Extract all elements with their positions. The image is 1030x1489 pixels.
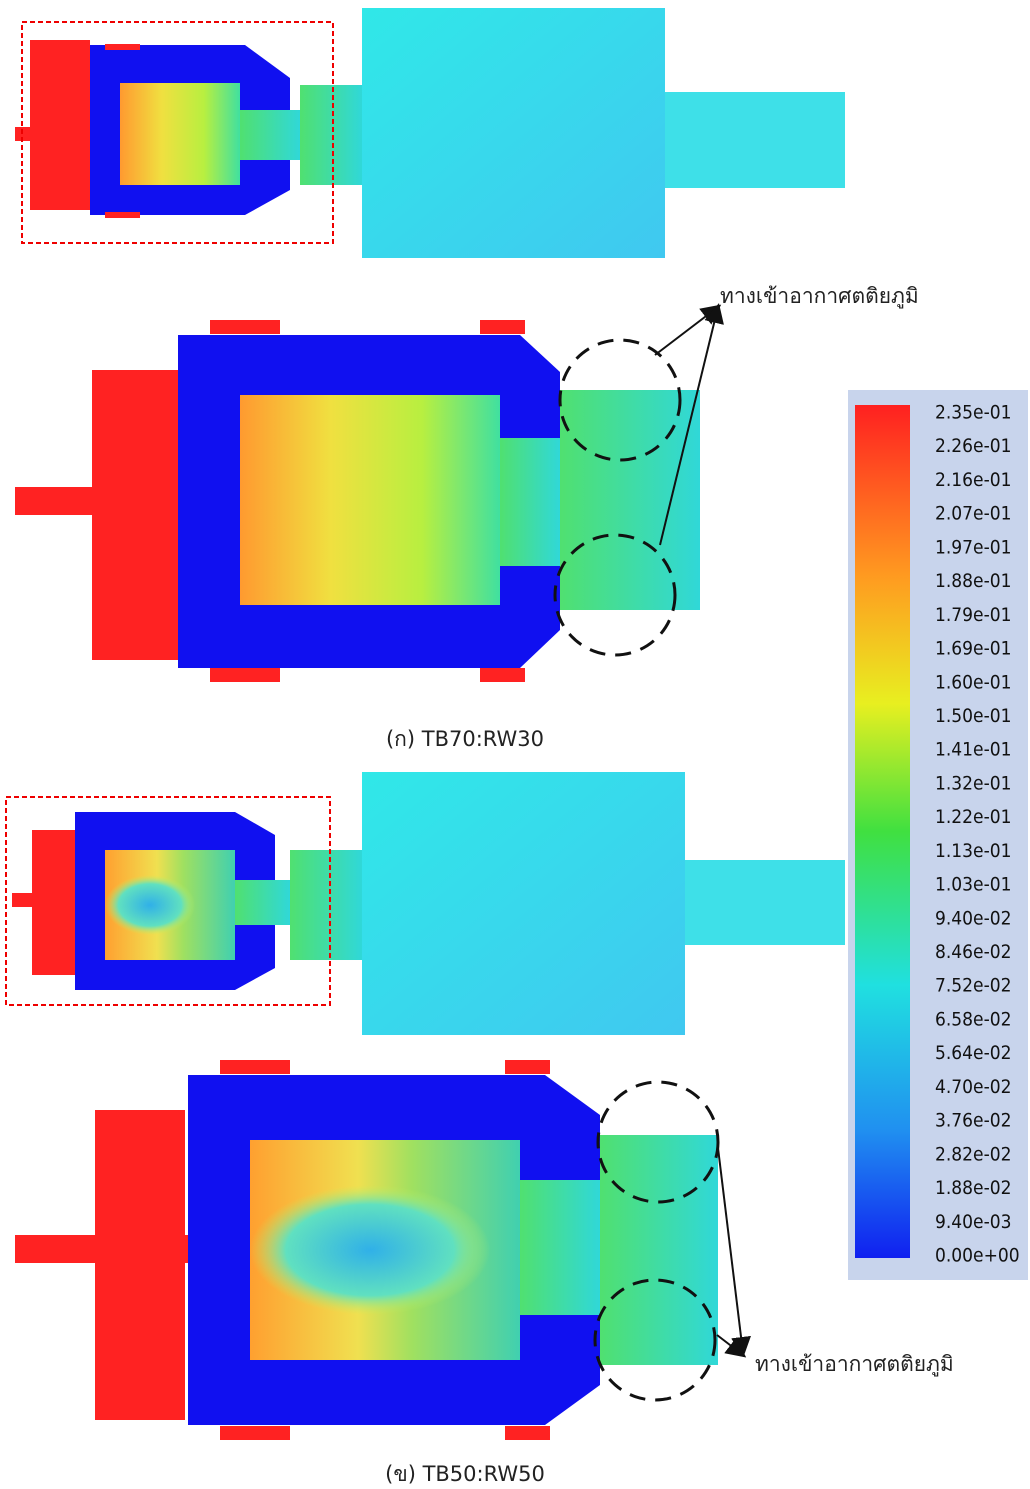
caption: (ก) TB70:RW30 xyxy=(386,727,544,751)
colorbar-label: 2.16e-01 xyxy=(935,469,1011,491)
flange xyxy=(505,1060,550,1074)
colorbar-label: 1.13e-01 xyxy=(935,840,1011,862)
arrow xyxy=(717,1147,751,1357)
colorbar-label: 1.03e-01 xyxy=(935,874,1011,896)
domain-tail xyxy=(665,92,845,188)
colorbar-label: 8.46e-02 xyxy=(935,941,1011,963)
colorbar-label: 1.88e-01 xyxy=(935,570,1011,592)
nozzle xyxy=(15,1235,195,1263)
inlet-block xyxy=(95,1110,185,1420)
flange xyxy=(505,1426,550,1440)
domain xyxy=(362,8,665,258)
colorbar-label: 7.52e-02 xyxy=(935,975,1011,997)
flange xyxy=(480,668,525,682)
zoom-box xyxy=(21,21,334,244)
annotation: ทางเข้าอากาศตติยภูมิ xyxy=(720,284,919,309)
colorbar-label: 2.35e-01 xyxy=(935,402,1011,424)
colorbar-label: 1.50e-01 xyxy=(935,705,1011,727)
colorbar-label: 2.82e-02 xyxy=(935,1143,1011,1165)
inlet-block xyxy=(30,40,90,210)
flange xyxy=(210,320,280,334)
highlight-circle xyxy=(593,1278,717,1402)
colorbar-label: 0.00e+00 xyxy=(935,1245,1020,1267)
colorbar-scale xyxy=(855,405,910,1258)
overview-a xyxy=(15,8,845,258)
core xyxy=(240,395,500,605)
nozzle xyxy=(15,127,95,141)
colorbar-label: 1.41e-01 xyxy=(935,739,1011,761)
colorbar: 2.35e-01 2.26e-01 2.16e-01 2.07e-01 1.97e-01… xyxy=(848,390,1028,1280)
flange xyxy=(220,1060,290,1074)
flange xyxy=(220,1426,290,1440)
overview-b xyxy=(5,772,845,1035)
colorbar-label: 3.76e-02 xyxy=(935,1110,1011,1132)
colorbar-label: 4.70e-02 xyxy=(935,1076,1011,1098)
arrow xyxy=(659,303,724,546)
outlet xyxy=(300,85,362,185)
flange xyxy=(210,668,280,682)
recirculation xyxy=(105,875,195,935)
domain xyxy=(362,772,685,1035)
colorbar-label: 1.32e-01 xyxy=(935,772,1011,794)
outlet xyxy=(290,850,362,960)
colorbar-label: 1.97e-01 xyxy=(935,536,1011,558)
outlet xyxy=(600,1135,718,1365)
throat xyxy=(520,1180,600,1315)
highlight-circle xyxy=(596,1080,720,1204)
highlight-circle xyxy=(558,338,682,462)
colorbar-label: 6.58e-02 xyxy=(935,1008,1011,1030)
highlight-circle xyxy=(553,533,677,657)
detail-a: ทางเข้าอากาศตติยภูมิ (ก) TB70:RW30 xyxy=(15,284,919,751)
core xyxy=(120,83,240,185)
flange xyxy=(105,44,140,50)
colorbar-label: 1.69e-01 xyxy=(935,638,1011,660)
colorbar-label: 1.60e-01 xyxy=(935,671,1011,693)
colorbar-label: 1.79e-01 xyxy=(935,604,1011,626)
flange xyxy=(105,212,140,218)
caption: (ข) TB50:RW50 xyxy=(385,1462,545,1486)
arrow xyxy=(716,1334,747,1358)
nozzle xyxy=(15,487,190,515)
outlet xyxy=(560,390,700,610)
zoom-box xyxy=(5,796,331,1006)
flange xyxy=(480,320,525,334)
throat xyxy=(500,438,560,566)
throat xyxy=(240,110,300,160)
domain-tail xyxy=(685,860,845,945)
throat xyxy=(235,880,290,925)
colorbar-label: 9.40e-02 xyxy=(935,907,1011,929)
recirculation xyxy=(250,1185,490,1315)
detail-b: ทางเข้าอากาศตติยภูมิ (ข) TB50:RW50 xyxy=(15,1060,954,1486)
annotation: ทางเข้าอากาศตติยภูมิ xyxy=(755,1352,954,1377)
colorbar-label: 5.64e-02 xyxy=(935,1042,1011,1064)
colorbar-label: 1.88e-02 xyxy=(935,1177,1011,1199)
colorbar-label: 2.26e-01 xyxy=(935,435,1011,457)
colorbar-label: 2.07e-01 xyxy=(935,503,1011,525)
nozzle xyxy=(12,893,87,907)
colorbar-label: 9.40e-03 xyxy=(935,1211,1011,1233)
colorbar-label: 1.22e-01 xyxy=(935,806,1011,828)
